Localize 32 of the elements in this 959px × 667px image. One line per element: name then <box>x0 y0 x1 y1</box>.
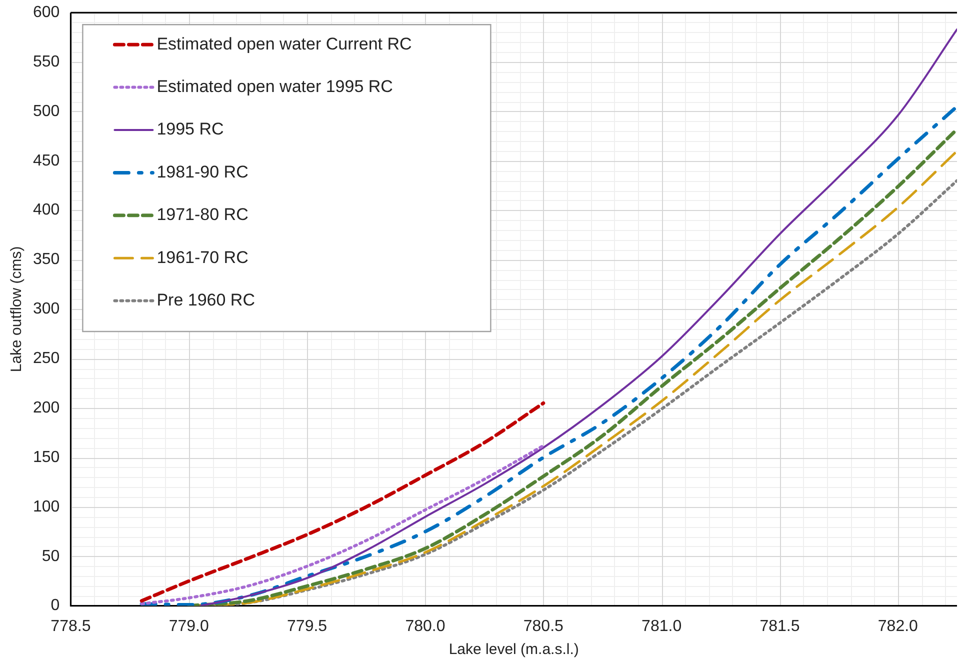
x-tick-label: 780.0 <box>405 618 446 635</box>
line-series <box>140 401 546 603</box>
legend-label: 1981-90 RC <box>156 162 248 182</box>
line-series <box>140 444 545 606</box>
y-tick-label: 150 <box>32 448 60 466</box>
x-tick-label: 778.5 <box>50 618 91 635</box>
y-tick-label: 500 <box>32 102 60 120</box>
legend-label: 1961-70 RC <box>156 248 248 267</box>
x-tick-label: 779.5 <box>287 618 328 635</box>
x-tick-label: 779.0 <box>168 618 209 635</box>
y-tick-label: 400 <box>32 202 60 219</box>
y-tick-label: 250 <box>32 350 60 368</box>
legend-label: Estimated open water Current RC <box>156 34 412 54</box>
legend-label: Estimated open water 1995 RC <box>156 76 393 96</box>
y-tick-label: 50 <box>42 548 60 565</box>
y-tick-label: 300 <box>32 300 60 318</box>
x-tick-label: 781.0 <box>642 618 682 635</box>
y-tick-label: 200 <box>32 399 60 416</box>
x-tick-label: 781.5 <box>760 618 800 635</box>
y-axis-title: Lake outflow (cms) <box>8 246 26 372</box>
y-tick-label: 550 <box>32 53 60 70</box>
legend-label: Pre 1960 RC <box>156 290 255 310</box>
y-tick-label: 100 <box>32 498 60 516</box>
y-tick-label: 350 <box>32 251 60 268</box>
y-tick-label: 0 <box>50 597 60 614</box>
legend-label: 1995 RC <box>156 120 224 139</box>
x-tick-label: 780.5 <box>523 618 564 635</box>
y-tick-label: 600 <box>32 4 60 22</box>
legend-label: 1971-80 RC <box>156 205 248 224</box>
x-axis-title: Lake level (m.a.s.l.) <box>448 641 579 658</box>
y-tick-label: 450 <box>32 152 60 170</box>
x-tick-label: 782.0 <box>878 618 918 635</box>
